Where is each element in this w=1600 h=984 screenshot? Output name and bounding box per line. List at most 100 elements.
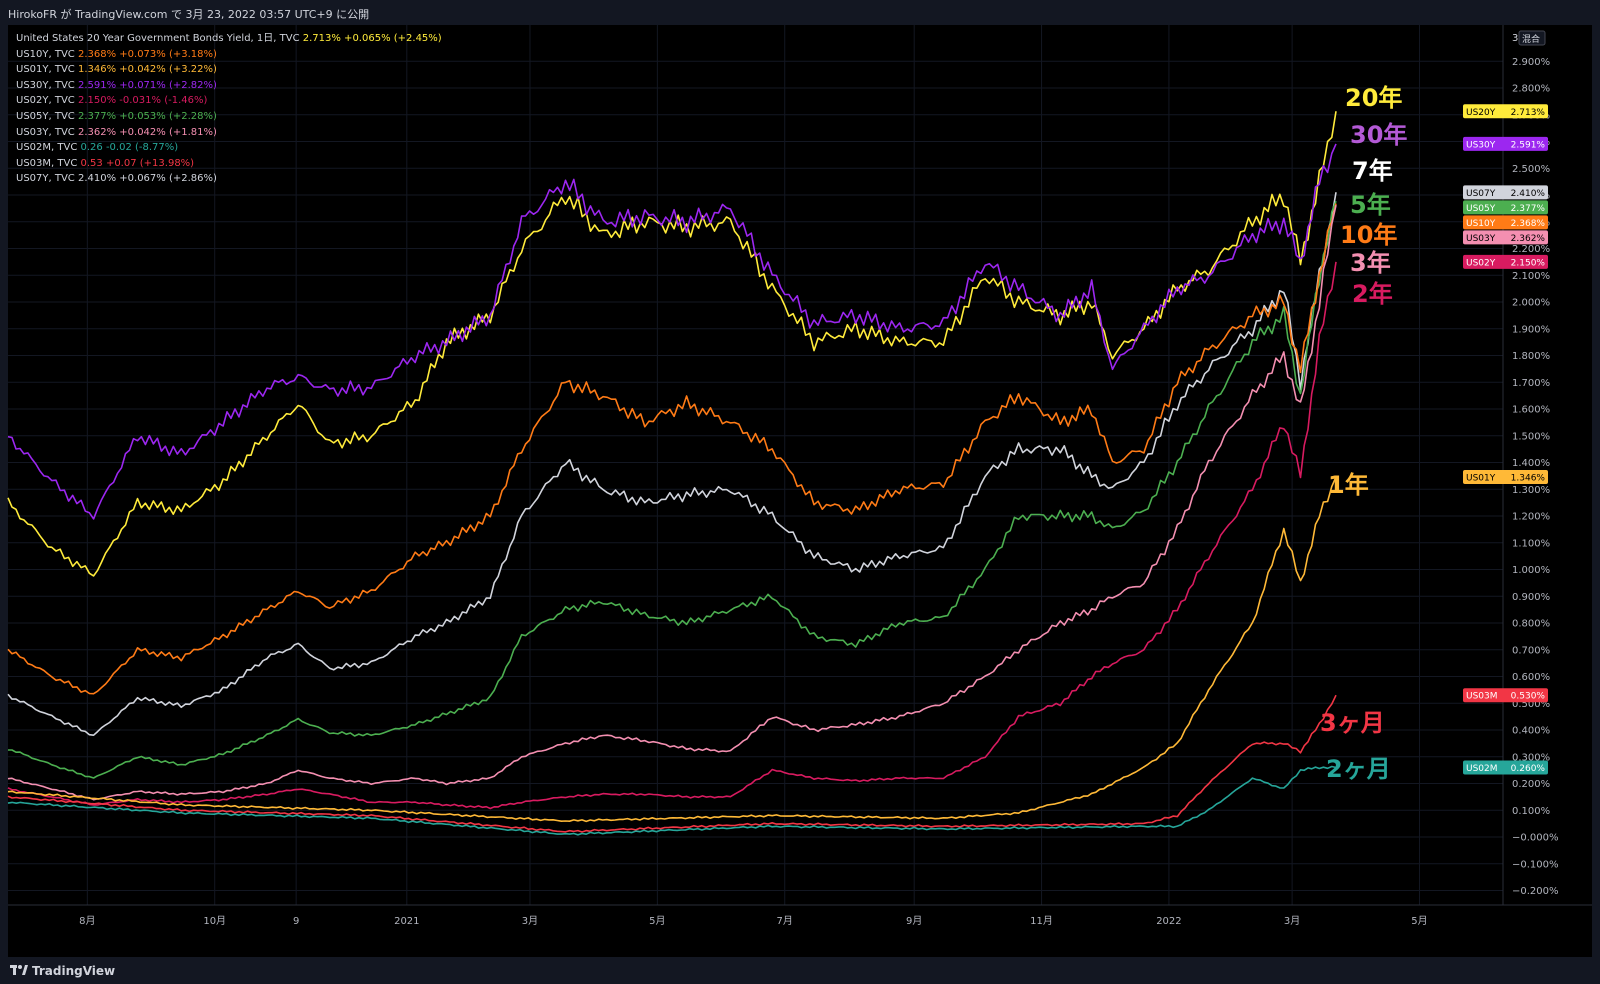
legend-row[interactable]: US02M, TVC 0.26 -0.02 (-8.77%) [16,140,442,156]
legend-row[interactable]: US05Y, TVC 2.377% +0.053% (+2.28%) [16,109,442,125]
y-tick-label: 1.400% [1512,458,1550,469]
legend-series-value: 2.410% +0.067% (+2.86%) [77,173,217,185]
grid-lines [8,25,1503,905]
legend-row[interactable]: US07Y, TVC 2.410% +0.067% (+2.86%) [16,171,442,187]
x-tick-label: 5月 [649,915,665,927]
x-tick-label: 2021 [394,916,419,927]
price-tag-value: 2.377% [1511,204,1546,214]
legend-series-value: 2.150% -0.031% (-1.46%) [77,95,208,107]
y-tick-label: 2.500% [1512,164,1550,175]
legend-series-name: US10Y, TVC [16,48,78,60]
annotation-us01y: 1年 [1328,471,1369,499]
legend-row[interactable]: US03Y, TVC 2.362% +0.042% (+1.81%) [16,125,442,141]
legend-series-value: 2.713% +0.065% (+2.45%) [302,33,442,44]
y-tick-label: 0.100% [1512,806,1550,817]
y-tick-label: 0.600% [1512,672,1550,683]
price-tag-us20y [1463,104,1548,119]
price-tag-symbol: US10Y [1466,219,1496,229]
x-tick-label: 8月 [79,915,95,927]
price-tag-value: 1.346% [1511,473,1546,483]
x-tick-label: 3月 [522,915,538,927]
price-tag-us03y [1463,230,1548,245]
legend-series-name: US02Y, TVC [16,95,78,107]
price-tag-us30y [1463,136,1548,151]
legend-series-value: 2.362% +0.042% (+1.81%) [77,126,217,138]
y-axis[interactable]: 2.900%2.800%2.700%2.600%2.500%2.400%2.30… [8,25,1592,906]
legend-series-name: US07Y, TVC [16,173,78,185]
top-bar: HirokoFR が TradingView.com で 3月 23, 2022… [0,0,1600,25]
price-tag-us02y [1463,254,1548,269]
x-tick-label: 11月 [1030,915,1053,927]
y-tick-label: 1.600% [1512,405,1550,416]
legend-row[interactable]: United States 20 Year Government Bonds Y… [16,31,442,47]
legend-row[interactable]: US03M, TVC 0.53 +0.07 (+13.98%) [16,156,442,172]
x-axis[interactable]: 8月 10月 9 2021 3月 5月 7月 9月 11月 2022 3月 5月 [79,915,1428,927]
x-tick-label: 10月 [203,915,226,927]
y-tick-label: −0.100% [1512,859,1559,870]
annotation-us07y: 7年 [1352,157,1393,185]
legend-row[interactable]: US01Y, TVC 1.346% +0.042% (+3.22%) [16,62,442,78]
series-line-us05y [8,200,1337,779]
x-tick-label: 2022 [1156,916,1181,927]
price-tag-symbol: US20Y [1466,108,1496,118]
tradingview-logo-icon [10,964,28,978]
price-tag-symbol: US05Y [1466,204,1496,214]
price-tag-us02m [1463,760,1548,775]
y-tick-label: 1.100% [1512,538,1550,549]
y-tick-label: 2.100% [1512,271,1550,282]
price-tag-value: 2.713% [1511,108,1546,118]
annotation-us02y: 2年 [1352,280,1393,308]
price-tag-us03m [1463,688,1548,703]
y-tick-label: 2.800% [1512,84,1550,95]
y-tick-label: 0.200% [1512,779,1550,790]
series-line-us10y [7,203,1337,695]
y-tick-label: 1.200% [1512,512,1550,523]
legend-series-name: US03Y, TVC [16,126,78,138]
bottom-bar: TradingView [0,957,1600,984]
scale-mode-box [1518,30,1546,46]
legend-series-name: US01Y, TVC [16,64,78,76]
annotation-us05y: 5年 [1350,191,1391,219]
price-tag-value: 0.530% [1511,692,1546,702]
legend-series-name: United States 20 Year Government Bonds Y… [16,33,303,44]
annotation-us03y: 3年 [1350,249,1391,277]
series-line-us03m [7,694,1337,833]
y-tick-label: 1.300% [1512,485,1550,496]
legend-series-value: 2.591% +0.071% (+2.82%) [77,79,217,91]
y-tick-label: 1.500% [1512,431,1550,442]
series-line-us07y [7,192,1337,736]
y-tick-label: 2.000% [1512,298,1550,309]
legend-row[interactable]: US02Y, TVC 2.150% -0.031% (-1.46%) [16,93,442,109]
legend-series-name: US05Y, TVC [16,110,78,122]
y-tick-label: 2.200% [1512,244,1550,255]
price-tag-symbol: US30Y [1466,140,1496,150]
chart-area[interactable] [8,25,1592,957]
price-tag-us07y [1463,185,1548,200]
price-tag-value: 2.410% [1511,189,1546,199]
tradingview-brand[interactable]: TradingView [10,964,115,978]
series-legend[interactable]: United States 20 Year Government Bonds Y… [16,31,442,187]
legend-series-name: US02M, TVC [16,142,81,154]
legend-series-value: 1.346% +0.042% (+3.22%) [77,64,217,76]
price-tag-value: 2.150% [1511,258,1546,268]
y-tick-label: 0.800% [1512,619,1550,630]
y-tick-label: 1.000% [1512,565,1550,576]
y-tick-label: 2.900% [1512,57,1550,68]
y-tick-label: 0.700% [1512,645,1550,656]
series-lines [7,111,1337,836]
y-axis-panel [1503,25,1592,905]
y-tick-label: 1.700% [1512,378,1550,389]
series-line-us30y [7,143,1337,520]
y-tick-label: 1.900% [1512,324,1550,335]
legend-row[interactable]: US30Y, TVC 2.591% +0.071% (+2.82%) [16,78,442,94]
series-line-us02y [7,261,1337,810]
price-tag-symbol: US07Y [1466,189,1496,199]
legend-series-value: 2.377% +0.053% (+2.28%) [77,110,217,122]
legend-series-value: 0.26 -0.02 (-8.77%) [80,142,179,154]
annotation-us20y: 20年 [1345,84,1402,112]
brand-name: TradingView [32,964,116,978]
price-tag-symbol: US03Y [1466,234,1496,244]
legend-row[interactable]: US10Y, TVC 2.368% +0.073% (+3.18%) [16,47,442,63]
price-tag-symbol: US02Y [1466,258,1496,268]
